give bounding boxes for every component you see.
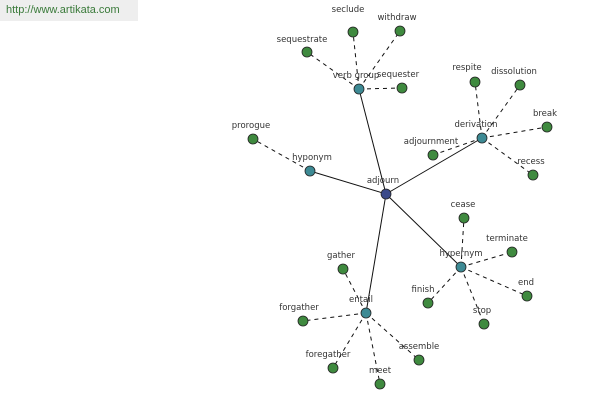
node <box>478 318 490 330</box>
edge <box>309 170 387 195</box>
dashed-edge <box>481 137 534 176</box>
node-label: cease <box>451 200 476 210</box>
node-label: stop <box>473 306 491 316</box>
node <box>394 25 406 37</box>
node <box>514 79 526 91</box>
dashed-edge <box>460 251 513 268</box>
node <box>527 169 539 181</box>
node-label: sequester <box>377 70 420 80</box>
edges <box>252 30 548 385</box>
node-label: gather <box>327 251 356 261</box>
node-label: verb group <box>333 71 380 81</box>
watermark: http://www.artikata.com <box>0 0 138 21</box>
dashed-edge <box>252 138 311 172</box>
edge <box>365 193 387 314</box>
node <box>353 83 365 95</box>
node <box>396 82 408 94</box>
node-label: foregather <box>306 350 351 360</box>
node <box>541 121 553 133</box>
dashed-edge <box>460 217 465 268</box>
dashed-edge <box>358 30 401 90</box>
dashed-edge <box>302 312 367 322</box>
node-label: withdraw <box>377 13 416 23</box>
edge <box>358 88 387 195</box>
node <box>304 165 316 177</box>
node <box>337 263 349 275</box>
node-label: terminate <box>486 234 528 244</box>
node <box>476 132 488 144</box>
node <box>374 378 386 390</box>
dashed-edge <box>481 84 521 139</box>
node-label: finish <box>412 285 435 295</box>
node <box>469 76 481 88</box>
node <box>347 26 359 38</box>
dashed-edge <box>306 51 360 90</box>
node-label: entail <box>349 295 373 305</box>
node <box>458 212 470 224</box>
node <box>413 354 425 366</box>
dashed-edge <box>427 266 462 304</box>
node <box>422 297 434 309</box>
node-label: hypernym <box>439 249 482 259</box>
node-label: adjourn <box>367 176 399 186</box>
node <box>427 149 439 161</box>
node <box>301 46 313 58</box>
dashed-edge <box>365 312 420 361</box>
node <box>297 315 309 327</box>
dashed-edge <box>481 126 548 139</box>
node-label: dissolution <box>491 67 537 77</box>
dashed-edge <box>358 87 403 90</box>
node <box>506 246 518 258</box>
node <box>455 261 467 273</box>
node-label: recess <box>517 157 545 167</box>
node <box>247 133 259 145</box>
node-label: prorogue <box>232 121 270 131</box>
node-label: respite <box>452 63 481 73</box>
node-label: derivation <box>454 120 497 130</box>
dashed-edge <box>352 31 360 90</box>
node-label: sequestrate <box>277 35 328 45</box>
node-label: break <box>533 109 557 119</box>
edge <box>385 193 462 268</box>
node-label: end <box>518 278 534 288</box>
node <box>380 188 392 200</box>
node-label: seclude <box>332 5 365 15</box>
dashed-edge <box>474 81 483 139</box>
node-label: hyponym <box>292 153 332 163</box>
node-label: meet <box>369 366 392 376</box>
node-label: assemble <box>399 342 440 352</box>
node-label: forgather <box>279 303 319 313</box>
dashed-edge <box>432 137 483 156</box>
edge <box>385 137 483 195</box>
node <box>327 362 339 374</box>
dashed-edge <box>460 266 485 325</box>
dashed-edge <box>332 312 367 369</box>
dashed-edge <box>342 268 367 314</box>
node <box>521 290 533 302</box>
node-label: adjournment <box>404 137 459 147</box>
node <box>360 307 372 319</box>
